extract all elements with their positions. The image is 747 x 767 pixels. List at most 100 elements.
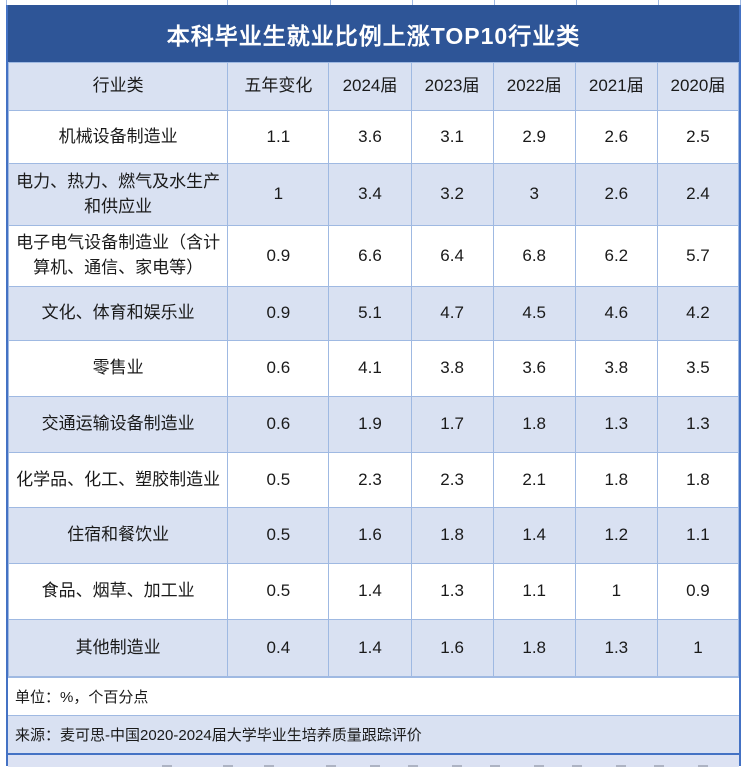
- industry-cell: 电子电气设备制造业（含计算机、通信、家电等）: [7, 225, 229, 287]
- industry-cell: 文化、体育和娱乐业: [7, 286, 229, 341]
- value-cell: 2.9: [492, 110, 576, 164]
- value-cell: 1: [574, 563, 658, 620]
- value-cell: 3.2: [410, 163, 494, 226]
- value-cell: 1.1: [227, 110, 330, 164]
- value-cell: 3.1: [410, 110, 494, 164]
- value-cell: 4.2: [656, 286, 740, 341]
- gridline-tick: [227, 0, 228, 5]
- value-cell: 1.3: [656, 396, 740, 453]
- value-cell: 3.8: [574, 340, 658, 397]
- industry-cell: 食品、烟草、加工业: [7, 563, 229, 620]
- value-cell: 1.3: [410, 563, 494, 620]
- column-header: 五年变化: [227, 62, 330, 111]
- value-cell: 3.8: [410, 340, 494, 397]
- industry-table: 行业类 五年变化 2024届 2023届 2022届 2021届 2020届 机械设备制造业…: [7, 62, 740, 677]
- gridline-tick: [658, 0, 659, 5]
- value-cell: 1.3: [574, 396, 658, 453]
- table-row: 电子电气设备制造业（含计算机、通信、家电等） 0.9 6.6 6.4 6.8 6.2 5.7: [7, 225, 740, 287]
- value-cell: 5.7: [656, 225, 740, 287]
- value-cell: 1.7: [410, 396, 494, 453]
- value-cell: 6.6: [328, 225, 412, 287]
- column-header: 行业类: [7, 62, 229, 111]
- gridline-tick: [494, 0, 495, 5]
- value-cell: 0.5: [227, 507, 330, 564]
- table-row: 交通运输设备制造业 0.6 1.9 1.7 1.8 1.3 1.3: [7, 396, 740, 453]
- value-cell: 1.1: [656, 507, 740, 564]
- value-cell: 0.9: [656, 563, 740, 620]
- value-cell: 0.9: [227, 225, 330, 287]
- value-cell: 4.7: [410, 286, 494, 341]
- table-row: 住宿和餐饮业 0.5 1.6 1.8 1.4 1.2 1.1: [7, 507, 740, 564]
- value-cell: 0.4: [227, 619, 330, 677]
- gridline-tick: [576, 0, 577, 5]
- value-cell: 0.6: [227, 340, 330, 397]
- column-header: 2022届: [492, 62, 576, 111]
- value-cell: 3.5: [656, 340, 740, 397]
- table-row: 零售业 0.6 4.1 3.8 3.6 3.8 3.5: [7, 340, 740, 397]
- value-cell: 1.4: [328, 563, 412, 620]
- value-cell: 1.8: [492, 619, 576, 677]
- table-title: 本科毕业生就业比例上涨TOP10行业类: [8, 5, 739, 62]
- value-cell: 4.6: [574, 286, 658, 341]
- value-cell: 1.4: [492, 507, 576, 564]
- column-header: 2020届: [656, 62, 740, 111]
- industry-cell: 交通运输设备制造业: [7, 396, 229, 453]
- value-cell: 2.3: [328, 452, 412, 508]
- value-cell: 1.2: [574, 507, 658, 564]
- value-cell: 1.8: [656, 452, 740, 508]
- value-cell: 2.1: [492, 452, 576, 508]
- header-row: 行业类 五年变化 2024届 2023届 2022届 2021届 2020届: [7, 62, 740, 111]
- value-cell: 0.9: [227, 286, 330, 341]
- gridline-tick: [330, 0, 331, 5]
- column-header: 2021届: [574, 62, 658, 111]
- value-cell: 1.8: [492, 396, 576, 453]
- value-cell: 0.5: [227, 452, 330, 508]
- industry-cell: 电力、热力、燃气及水生产和供应业: [7, 163, 229, 226]
- value-cell: 0.6: [227, 396, 330, 453]
- value-cell: 1.1: [492, 563, 576, 620]
- gridline-tick: [412, 0, 413, 5]
- table-row: 电力、热力、燃气及水生产和供应业 1 3.4 3.2 3 2.6 2.4: [7, 163, 740, 226]
- value-cell: 2.4: [656, 163, 740, 226]
- gridline-tick: [740, 0, 741, 5]
- table-row: 文化、体育和娱乐业 0.9 5.1 4.7 4.5 4.6 4.2: [7, 286, 740, 341]
- value-cell: 1.8: [410, 507, 494, 564]
- value-cell: 4.5: [492, 286, 576, 341]
- table-sheet: 本科毕业生就业比例上涨TOP10行业类 行业类 五年变化 2024届 2023届 202…: [6, 5, 741, 767]
- industry-cell: 零售业: [7, 340, 229, 397]
- value-cell: 3.4: [328, 163, 412, 226]
- value-cell: 1.8: [574, 452, 658, 508]
- value-cell: 1.6: [328, 507, 412, 564]
- column-header: 2024届: [328, 62, 412, 111]
- partial-next-row: [8, 753, 739, 767]
- table-body: 机械设备制造业 1.1 3.6 3.1 2.9 2.6 2.5 电力、热力、燃气及水生产和供应…: [7, 110, 740, 677]
- value-cell: 1.4: [328, 619, 412, 677]
- value-cell: 3: [492, 163, 576, 226]
- table-row: 食品、烟草、加工业 0.5 1.4 1.3 1.1 1 0.9: [7, 563, 740, 620]
- value-cell: 1.9: [328, 396, 412, 453]
- value-cell: 2.3: [410, 452, 494, 508]
- value-cell: 6.2: [574, 225, 658, 287]
- unit-note: 单位：%，个百分点: [8, 677, 739, 715]
- value-cell: 4.1: [328, 340, 412, 397]
- value-cell: 2.5: [656, 110, 740, 164]
- value-cell: 1.3: [574, 619, 658, 677]
- gridline-tick: [6, 0, 7, 5]
- value-cell: 1: [656, 619, 740, 677]
- value-cell: 2.6: [574, 163, 658, 226]
- industry-cell: 化学品、化工、塑胶制造业: [7, 452, 229, 508]
- value-cell: 3.6: [492, 340, 576, 397]
- value-cell: 0.5: [227, 563, 330, 620]
- column-header: 2023届: [410, 62, 494, 111]
- top-gridline-strip: [0, 0, 747, 5]
- table-row: 机械设备制造业 1.1 3.6 3.1 2.9 2.6 2.5: [7, 110, 740, 164]
- value-cell: 1: [227, 163, 330, 226]
- industry-cell: 机械设备制造业: [7, 110, 229, 164]
- table-row: 其他制造业 0.4 1.4 1.6 1.8 1.3 1: [7, 619, 740, 677]
- industry-cell: 其他制造业: [7, 619, 229, 677]
- table-row: 化学品、化工、塑胶制造业 0.5 2.3 2.3 2.1 1.8 1.8: [7, 452, 740, 508]
- value-cell: 1.6: [410, 619, 494, 677]
- value-cell: 5.1: [328, 286, 412, 341]
- value-cell: 3.6: [328, 110, 412, 164]
- industry-cell: 住宿和餐饮业: [7, 507, 229, 564]
